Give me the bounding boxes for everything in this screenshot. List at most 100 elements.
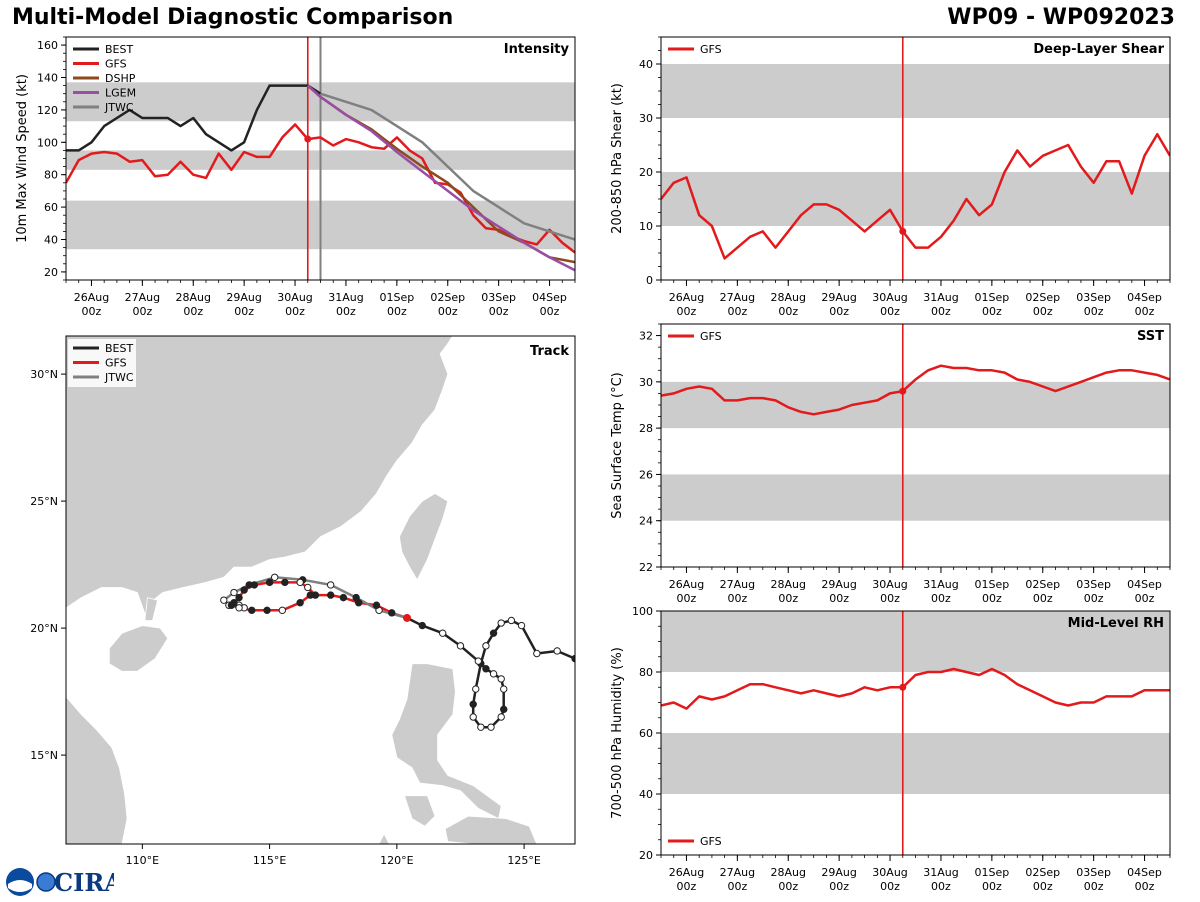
intensity-xtick-sublabel: 00z (82, 305, 102, 318)
track-point-best (482, 642, 490, 650)
intensity-series-jtwc (320, 92, 575, 241)
intensity-xtick-sublabel: 00z (234, 305, 254, 318)
intensity-xtick-label: 27Aug (125, 291, 160, 304)
shear-xtick-sublabel: 00z (778, 305, 798, 318)
rh-xtick-sublabel: 00z (727, 880, 747, 893)
intensity-xtick-label: 03Sep (481, 291, 516, 304)
intensity-panel: 2040608010012014016026Aug00z27Aug00z28Au… (15, 36, 576, 318)
track-point-gfs (227, 601, 236, 609)
shear-xtick-sublabel: 00z (1084, 305, 1104, 318)
track-point-best (497, 675, 505, 683)
intensity-ytick-label: 120 (37, 104, 58, 117)
rh-xtick-label: 28Aug (771, 866, 806, 879)
shear-xtick-label: 03Sep (1076, 291, 1111, 304)
intensity-xtick-sublabel: 00z (438, 305, 458, 318)
cira-logo: CIRA (4, 866, 123, 898)
sst-xtick-sublabel: 00z (1084, 592, 1104, 605)
track-point-gfs (240, 586, 248, 594)
rh-ytick-label: 60 (639, 727, 653, 740)
track-point-best (500, 685, 508, 693)
intensity-series-gfs (66, 123, 575, 254)
rh-ytick-label: 100 (632, 605, 653, 618)
shear-panel: 01020304026Aug00z27Aug00z28Aug00z29Aug00… (610, 36, 1171, 318)
rh-xtick-label: 30Aug (872, 866, 907, 879)
track-current-position (403, 613, 412, 622)
intensity-ytick-label: 160 (37, 39, 58, 52)
intensity-ytick-label: 60 (44, 201, 58, 214)
track-point-best (497, 713, 505, 721)
sst-xtick-label: 30Aug (872, 578, 907, 591)
sst-xtick-label: 27Aug (720, 578, 755, 591)
sst-ytick-label: 32 (639, 330, 653, 343)
track-point-best (487, 723, 495, 731)
intensity-xtick-label: 04Sep (532, 291, 567, 304)
track-point-jtwc (230, 588, 238, 597)
sst-xtick-sublabel: 00z (1033, 592, 1053, 605)
sst-ytick-label: 30 (639, 376, 653, 389)
track-point-best (553, 647, 561, 655)
shear-ytick-label: 0 (646, 274, 653, 287)
track-point-gfs (235, 604, 243, 612)
sst-xtick-sublabel: 00z (677, 592, 697, 605)
intensity-ytick-label: 100 (37, 136, 58, 149)
intensity-series-best (66, 84, 322, 152)
track-point-gfs (263, 606, 271, 615)
track-point-best (517, 621, 526, 630)
sst-xtick-sublabel: 00z (829, 592, 849, 605)
intensity-gfs-current-point (304, 135, 312, 143)
shear-ytick-label: 30 (639, 112, 653, 125)
track-point-gfs (354, 599, 363, 607)
intensity-xtick-sublabel: 00z (285, 305, 305, 318)
shear-xtick-label: 01Sep (974, 291, 1009, 304)
sst-xtick-label: 04Sep (1127, 578, 1162, 591)
map-land-taiwan (398, 493, 449, 581)
track-point-gfs (281, 578, 289, 587)
rh-xtick-label: 04Sep (1127, 866, 1162, 879)
intensity-legend-label: DSHP (105, 72, 136, 85)
track-panel: 110°E 115°E 120°E 125°E 15°N 20°N 25°N 30°N Trac… (30, 335, 576, 867)
track-point-gfs (296, 578, 304, 587)
track-point-gfs (265, 578, 274, 587)
intensity-xtick-label: 29Aug (226, 291, 261, 304)
rh-xtick-label: 03Sep (1076, 866, 1111, 879)
track-xtick-label: 125°E (507, 854, 540, 867)
intensity-xtick-label: 26Aug (74, 291, 109, 304)
map-land-group (66, 336, 538, 844)
rh-ytick-label: 20 (639, 849, 653, 862)
sst-xtick-sublabel: 00z (880, 592, 900, 605)
track-point-gfs (235, 593, 243, 602)
shear-xtick-sublabel: 00z (727, 305, 747, 318)
shear-series-gfs (661, 132, 1170, 260)
track-point-best (474, 657, 482, 665)
intensity-xtick-label: 02Sep (430, 291, 465, 304)
track-point-gfs (388, 609, 396, 617)
track-xtick-label: 110°E (126, 854, 159, 867)
shear-xtick-sublabel: 00z (931, 305, 951, 318)
rh-xtick-label: 26Aug (669, 866, 704, 879)
intensity-xtick-label: 31Aug (328, 291, 363, 304)
track-ytick-label: 20°N (30, 622, 58, 635)
track-xtick-label: 120°E (380, 854, 413, 867)
intensity-ytick-label: 140 (37, 72, 58, 85)
map-land-vietnam (66, 696, 128, 844)
track-legend-label: BEST (105, 342, 133, 355)
intensity-xtick-sublabel: 00z (183, 305, 203, 318)
track-point-best (456, 642, 465, 650)
shear-xtick-label: 28Aug (771, 291, 806, 304)
rh-xtick-sublabel: 00z (778, 880, 798, 893)
sst-xtick-label: 29Aug (821, 578, 856, 591)
rh-xtick-label: 31Aug (923, 866, 958, 879)
sst-xtick-label: 28Aug (771, 578, 806, 591)
track-legend-label: JTWC (104, 371, 134, 384)
track-point-gfs (250, 581, 259, 589)
track-point-best (482, 665, 490, 673)
track-point-best (469, 700, 477, 708)
shear-gfs-current-point (899, 227, 907, 235)
shear-ylabel: 200-850 hPa Shear (kt) (610, 83, 625, 234)
rh-xtick-sublabel: 00z (1084, 880, 1104, 893)
rh-title: Mid-Level RH (1068, 616, 1164, 631)
track-title: Track (530, 344, 569, 359)
track-point-jtwc (220, 596, 228, 604)
rh-band-0 (661, 733, 1170, 794)
map-land-mindoro (403, 795, 436, 827)
